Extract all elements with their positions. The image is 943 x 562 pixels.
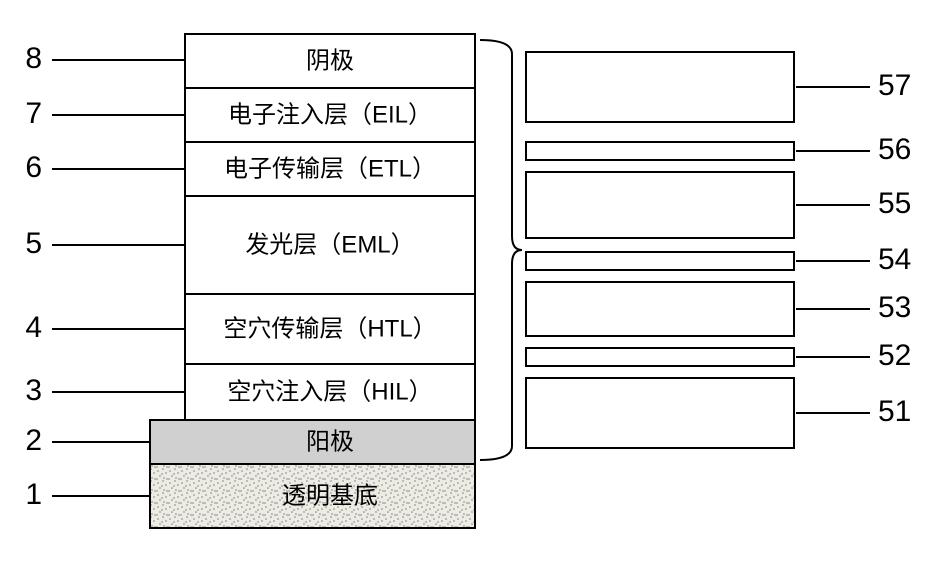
brace <box>480 40 522 460</box>
right-box-r54 <box>526 252 794 270</box>
left-layer-label-l1: 透明基底 <box>282 482 378 509</box>
right-box-r57 <box>526 52 794 122</box>
right-box-r56 <box>526 142 794 160</box>
left-layer-label-l4: 空穴传输层（HTL） <box>223 315 436 342</box>
right-box-r52 <box>526 348 794 366</box>
left-number-2: 2 <box>25 424 42 457</box>
right-number-57: 57 <box>878 69 911 102</box>
left-number-4: 4 <box>25 311 42 344</box>
left-number-8: 8 <box>25 42 42 75</box>
left-layer-label-l5: 发光层（EML） <box>245 231 414 258</box>
left-layer-label-l8: 阴极 <box>306 47 354 74</box>
left-layer-label-l3: 空穴注入层（HIL） <box>227 378 432 405</box>
right-number-54: 54 <box>878 243 911 276</box>
right-box-r55 <box>526 172 794 238</box>
right-box-r53 <box>526 282 794 336</box>
right-number-56: 56 <box>878 133 911 166</box>
right-number-52: 52 <box>878 339 911 372</box>
left-layer-label-l7: 电子注入层（EIL） <box>228 101 432 128</box>
left-number-7: 7 <box>25 97 42 130</box>
left-number-1: 1 <box>25 478 42 511</box>
right-number-55: 55 <box>878 187 911 220</box>
left-number-5: 5 <box>25 227 42 260</box>
right-number-51: 51 <box>878 395 911 428</box>
right-number-53: 53 <box>878 291 911 324</box>
right-box-r51 <box>526 378 794 448</box>
left-number-3: 3 <box>25 374 42 407</box>
left-layer-label-l2: 阳极 <box>306 428 354 455</box>
left-layer-label-l6: 电子传输层（ETL） <box>224 155 436 182</box>
left-number-6: 6 <box>25 151 42 184</box>
